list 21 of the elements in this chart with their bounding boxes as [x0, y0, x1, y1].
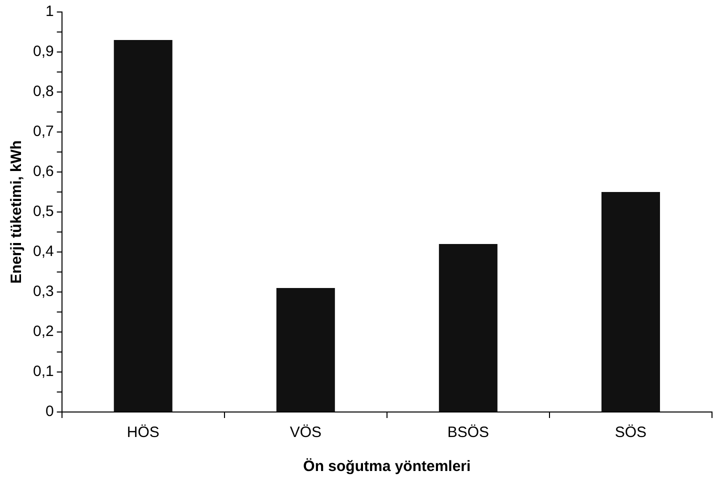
y-tick-label: 0,5 [32, 203, 54, 220]
y-tick-label: 0,9 [32, 43, 54, 60]
y-axis-title: Enerji tüketimi, kWh [8, 140, 26, 284]
bar [276, 288, 335, 412]
x-tick-label: VÖS [290, 424, 322, 442]
x-tick-label: SÖS [614, 424, 647, 442]
bar [601, 192, 660, 412]
x-axis-title: Ön soğutma yöntemleri [303, 458, 471, 476]
y-tick-label: 0,2 [32, 323, 54, 340]
bar [438, 244, 498, 412]
y-tick-label: 0,1 [32, 363, 54, 380]
y-tick-label: 0 [46, 403, 54, 420]
y-tick-label: 0,6 [32, 163, 54, 180]
y-tick-label: 0,8 [32, 83, 54, 100]
y-tick-label: 1 [46, 3, 54, 20]
x-tick-label: BSÖS [447, 424, 490, 442]
x-tick-label: HÖS [126, 424, 160, 442]
y-tick-label: 0,4 [32, 243, 54, 260]
y-tick-label: 0,7 [32, 123, 54, 140]
bar [114, 40, 172, 412]
y-tick-label: 0,3 [32, 283, 54, 300]
